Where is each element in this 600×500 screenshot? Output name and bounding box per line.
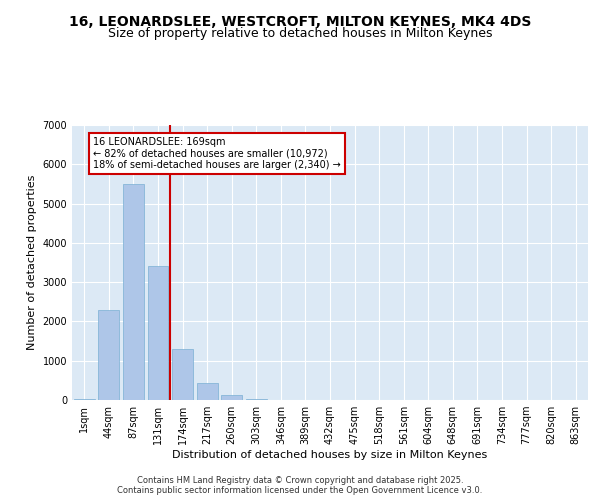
Bar: [74, 399, 95, 400]
Text: 16 LEONARDSLEE: 169sqm
← 82% of detached houses are smaller (10,972)
18% of semi: 16 LEONARDSLEE: 169sqm ← 82% of detached…: [93, 137, 341, 170]
Text: Contains HM Land Registry data © Crown copyright and database right 2025.
Contai: Contains HM Land Registry data © Crown c…: [118, 476, 482, 495]
Bar: [98, 310, 119, 400]
Bar: [197, 383, 218, 400]
Bar: [172, 349, 193, 400]
Bar: [221, 395, 242, 400]
Bar: [148, 266, 169, 400]
Text: 16, LEONARDSLEE, WESTCROFT, MILTON KEYNES, MK4 4DS: 16, LEONARDSLEE, WESTCROFT, MILTON KEYNE…: [69, 15, 531, 29]
Bar: [123, 184, 144, 400]
Bar: [246, 399, 267, 400]
Y-axis label: Number of detached properties: Number of detached properties: [27, 175, 37, 350]
X-axis label: Distribution of detached houses by size in Milton Keynes: Distribution of detached houses by size …: [172, 450, 488, 460]
Text: Size of property relative to detached houses in Milton Keynes: Size of property relative to detached ho…: [108, 28, 492, 40]
